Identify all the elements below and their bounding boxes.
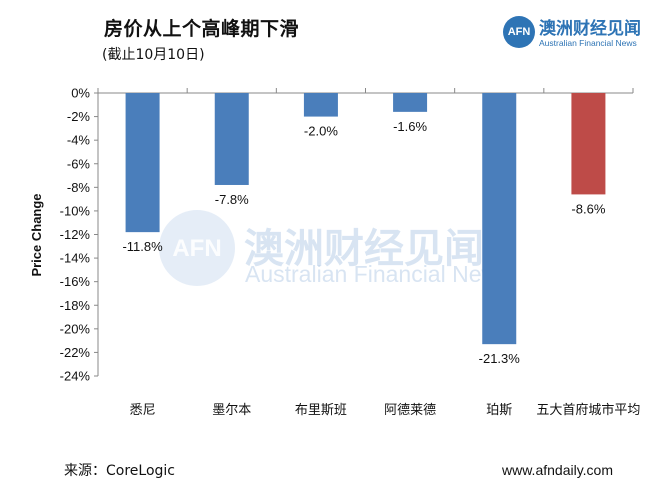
data-label-6: -8.6% — [571, 201, 605, 216]
bars — [125, 93, 606, 345]
bar-2 — [214, 93, 249, 185]
watermark-circle — [159, 210, 235, 286]
data-labels: -11.8% -7.8% -2.0% -1.6% -21.3% -8.6% — [122, 119, 605, 366]
category-label-4: 阿德莱德 — [384, 403, 436, 418]
y-tick-label: -10% — [60, 203, 91, 218]
y-tick-label: -2% — [67, 109, 91, 124]
y-tick-label: -12% — [60, 227, 91, 242]
logo-name-cn: 澳洲财经见闻 — [539, 19, 641, 39]
y-tick-label: -16% — [60, 274, 91, 289]
y-tick-label: -4% — [67, 133, 91, 148]
logo-mark: AFN — [503, 16, 535, 48]
category-label-1: 悉尼 — [130, 403, 156, 418]
y-tick-label: 0% — [71, 86, 90, 101]
data-label-2: -7.8% — [215, 192, 249, 207]
y-axis-label: Price Change — [29, 193, 44, 276]
website-url: www.afndaily.com — [502, 462, 614, 478]
source-note: 来源：CoreLogic — [64, 463, 175, 479]
watermark-mark: AFN — [172, 235, 221, 262]
y-axis — [94, 88, 634, 377]
y-tick-labels: 0% -2% -4% -6% -8% -10% -12% -14% -16% -18% -20% -2… — [60, 86, 91, 384]
y-tick-label: -14% — [60, 251, 91, 266]
y-tick-label: -8% — [67, 180, 91, 195]
data-label-5: -21.3% — [479, 351, 521, 366]
bar-1 — [125, 93, 160, 233]
data-label-4: -1.6% — [393, 119, 427, 134]
category-label-5: 珀斯 — [486, 403, 512, 418]
y-tick-label: -20% — [60, 321, 91, 336]
category-labels: 悉尼 墨尔本 布里斯班 阿德莱德 珀斯 五大首府城市平均 — [130, 402, 641, 418]
y-tick-label: -6% — [67, 156, 91, 171]
logo-name-en: Australian Financial News — [539, 38, 637, 48]
category-label-3: 布里斯班 — [295, 403, 347, 418]
afn-logo: AFN 澳洲财经见闻 Australian Financial News — [503, 14, 653, 54]
category-label-6: 五大首府城市平均 — [536, 402, 640, 418]
bar-6 — [571, 93, 606, 195]
watermark-name-cn: 澳洲财经见闻 — [244, 226, 484, 272]
bar-4 — [393, 93, 428, 112]
y-tick-label: -18% — [60, 298, 91, 313]
chart-title: 房价从上个高峰期下滑 — [104, 18, 300, 40]
chart-subtitle: (截止10月10日) — [102, 47, 205, 63]
data-label-1: -11.8% — [122, 239, 163, 254]
category-label-2: 墨尔本 — [212, 403, 251, 418]
y-tick-label: -24% — [60, 369, 91, 384]
watermark-name-en: Australian Financial News — [245, 261, 510, 287]
bar-3 — [303, 93, 338, 117]
watermark: AFN 澳洲财经见闻 Australian Financial News — [159, 210, 510, 287]
data-label-3: -2.0% — [304, 124, 338, 139]
bar-5 — [482, 93, 517, 345]
y-tick-label: -22% — [60, 345, 91, 360]
